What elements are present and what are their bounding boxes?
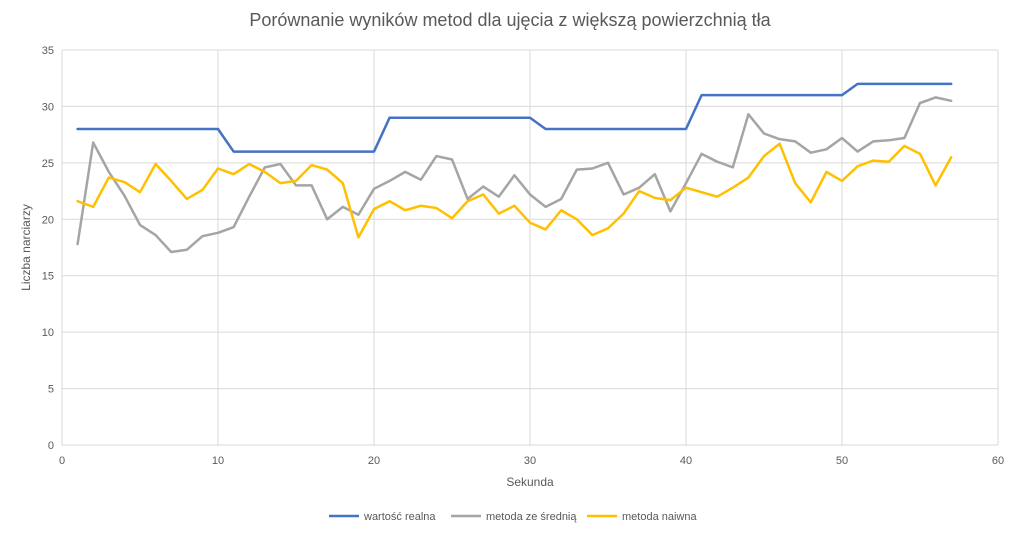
legend-label: metoda naiwna [622, 511, 697, 523]
y-axis-title: Liczba narciarzy [19, 204, 33, 291]
series-lines [76, 82, 953, 254]
x-tick-label: 50 [836, 455, 848, 467]
x-axis-title: Sekunda [506, 475, 554, 489]
x-tick-label: 40 [680, 455, 692, 467]
legend-label: metoda ze średnią [486, 511, 577, 523]
y-tick-label: 10 [42, 327, 54, 339]
legend: wartość realna metoda ze średnią metoda na… [329, 511, 697, 523]
series-line-0 [76, 82, 953, 153]
chart-title: Porównanie wyników metod dla ujęcia z wi… [249, 10, 771, 30]
tick-labels: 0 5 10 15 20 25 30 35 0 10 20 30 40 50 60 [42, 45, 1004, 467]
y-tick-label: 15 [42, 271, 54, 283]
y-tick-label: 5 [48, 384, 54, 396]
x-tick-label: 30 [524, 455, 536, 467]
x-tick-label: 60 [992, 455, 1004, 467]
y-tick-label: 25 [42, 158, 54, 170]
y-tick-label: 30 [42, 101, 54, 113]
y-tick-label: 0 [48, 440, 54, 452]
gridlines [61, 49, 999, 446]
y-tick-label: 20 [42, 214, 54, 226]
x-tick-label: 20 [368, 455, 380, 467]
y-tick-label: 35 [42, 45, 54, 57]
x-tick-label: 10 [212, 455, 224, 467]
x-tick-label: 0 [59, 455, 65, 467]
series-line-2 [76, 142, 953, 239]
series-line-1 [76, 96, 953, 254]
legend-label: wartość realna [363, 511, 436, 523]
